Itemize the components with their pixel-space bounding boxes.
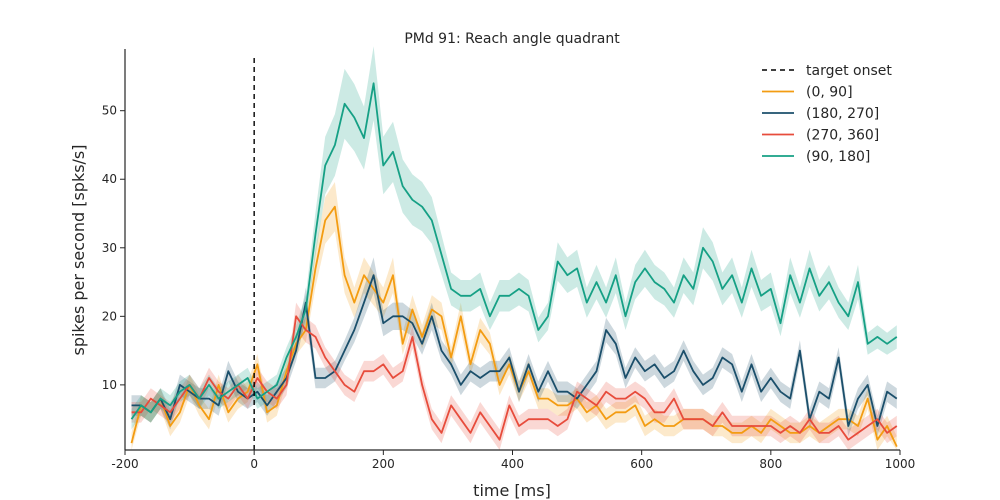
x-tick-label: 1000 [885,457,916,471]
bands-layer [131,46,897,450]
legend-label: (90, 180] [806,149,870,165]
y-tick-label: 40 [102,172,117,186]
x-tick-label: 600 [630,457,653,471]
legend-label: (0, 90] [806,85,853,101]
x-tick-label: 400 [501,457,524,471]
x-tick-label: 800 [759,457,782,471]
legend-label: (270, 360] [806,128,879,144]
series-line-1 [131,274,898,427]
lines-layer [130,82,898,447]
chart-title: PMd 91: Reach angle quadrant [404,31,620,47]
series-band-1 [131,257,897,437]
x-axis-label: time [ms] [473,481,551,500]
x-ticks: -200 0 200 400 600 800 1000 [111,450,915,471]
series-line-2 [131,315,898,441]
x-tick-label: -200 [111,457,138,471]
series-line-0 [130,205,898,447]
x-tick-label: 0 [250,457,258,471]
y-tick-label: 30 [102,241,117,255]
legend-label: (180, 270] [806,106,879,122]
y-axis-label: spikes per second [spks/s] [69,144,88,355]
y-tick-label: 20 [102,309,117,323]
series-band-2 [131,302,897,450]
legend: target onset (0, 90] (180, 270] (270, 360] (… [762,63,892,165]
y-tick-label: 50 [102,104,117,118]
series-band-0 [131,182,897,450]
y-ticks: 10 20 30 40 50 [102,104,125,392]
series-band-3 [131,46,897,430]
series-line-3 [130,82,898,420]
legend-label: target onset [806,63,892,79]
y-tick-label: 10 [102,378,117,392]
x-tick-label: 200 [372,457,395,471]
